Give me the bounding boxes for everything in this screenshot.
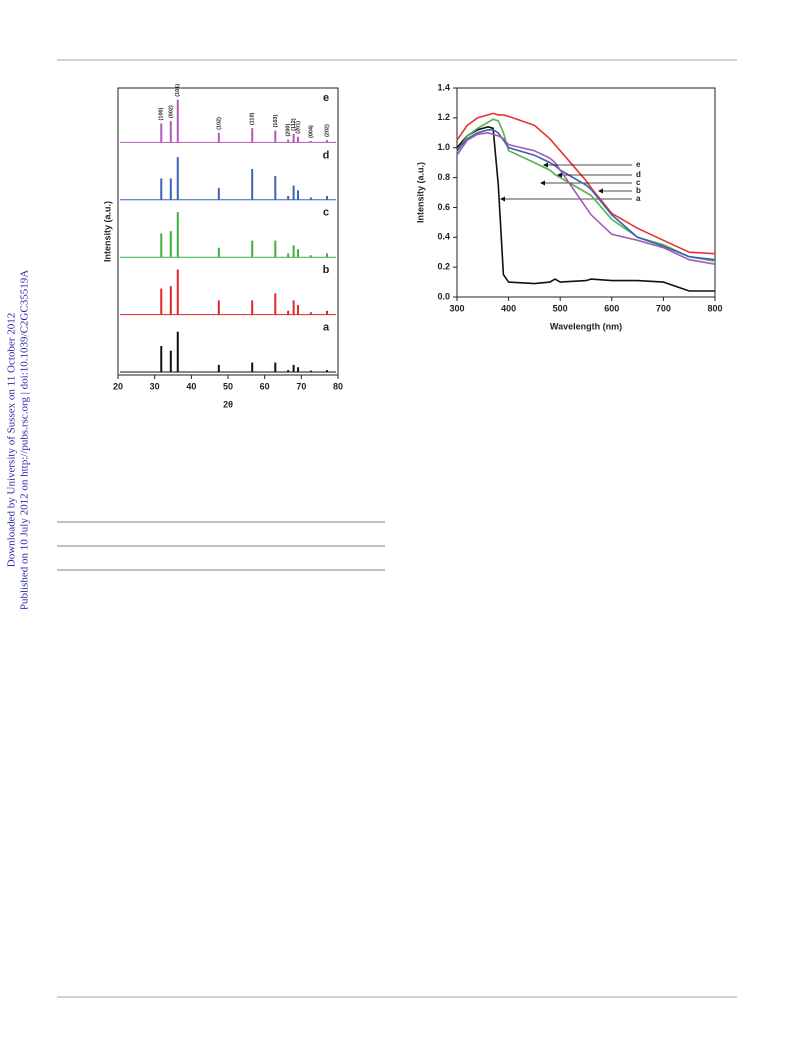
x-axis-label: Wavelength (nm) [550, 321, 622, 331]
side-note: Downloaded by University of Sussex on 11… [6, 313, 18, 567]
peak-label: (112) [291, 118, 297, 131]
peak-label: (201) [295, 121, 301, 134]
x-tick-label: 800 [707, 303, 722, 313]
series-label: e [636, 160, 641, 169]
x-tick-label: 70 [296, 381, 306, 391]
x-tick-label: 20 [113, 381, 123, 391]
x-tick-label: 80 [333, 381, 343, 391]
y-tick-label: 1.0 [437, 142, 450, 152]
spectrum-line [456, 129, 716, 261]
y-tick-label: 1.4 [437, 82, 450, 92]
peak-label: (100) [159, 107, 165, 120]
peak-label: (103) [273, 115, 279, 128]
arrow-head [500, 196, 505, 202]
x-tick-label: 40 [186, 381, 196, 391]
series-label: e [323, 92, 329, 104]
y-tick-label: 0.4 [437, 232, 450, 242]
series-label: d [636, 170, 641, 179]
x-tick-label: 60 [260, 381, 270, 391]
series-label: d [323, 149, 330, 161]
series-label: b [323, 264, 330, 276]
y-tick-label: 0.2 [437, 262, 450, 272]
x-tick-label: 300 [449, 303, 464, 313]
series-label: c [323, 207, 329, 219]
y-tick-label: 0.0 [437, 291, 450, 301]
x-axis-label: 2θ [223, 399, 233, 409]
peak-label: (102) [216, 117, 222, 130]
peak-label: (110) [250, 112, 256, 125]
arrow-head [598, 188, 603, 194]
y-tick-label: 0.8 [437, 172, 450, 182]
spectrum-line [456, 118, 716, 262]
x-tick-label: 400 [501, 303, 516, 313]
series-label: a [323, 322, 330, 334]
plot-frame [117, 87, 339, 376]
y-axis-label: Intensity (a.u.) [102, 201, 112, 262]
x-tick-label: 500 [553, 303, 568, 313]
arrow-head [557, 172, 562, 178]
arrow-head [540, 180, 545, 186]
y-axis-label: Intensity (a.u.) [415, 162, 425, 223]
peak-label: (002) [168, 105, 174, 118]
series-label: a [636, 194, 641, 203]
side-note: Published on 10 July 2012 on http://pubs… [19, 270, 31, 610]
x-tick-label: 30 [150, 381, 160, 391]
x-tick-label: 50 [223, 381, 233, 391]
peak-label: (004) [308, 125, 314, 138]
peak-label: (202) [324, 124, 330, 137]
spectrum-line [456, 131, 716, 265]
x-tick-label: 700 [656, 303, 671, 313]
arrow-head [543, 162, 548, 168]
spectrum-line [456, 112, 716, 255]
peak-label: (200) [286, 124, 292, 137]
series-label: b [636, 186, 641, 195]
y-tick-label: 1.2 [437, 112, 450, 122]
spectrum-line [456, 125, 715, 292]
plot-frame [456, 87, 716, 298]
series-label: c [636, 178, 641, 187]
y-tick-label: 0.6 [437, 202, 450, 212]
peak-label: (101) [175, 84, 181, 97]
x-tick-label: 600 [604, 303, 619, 313]
